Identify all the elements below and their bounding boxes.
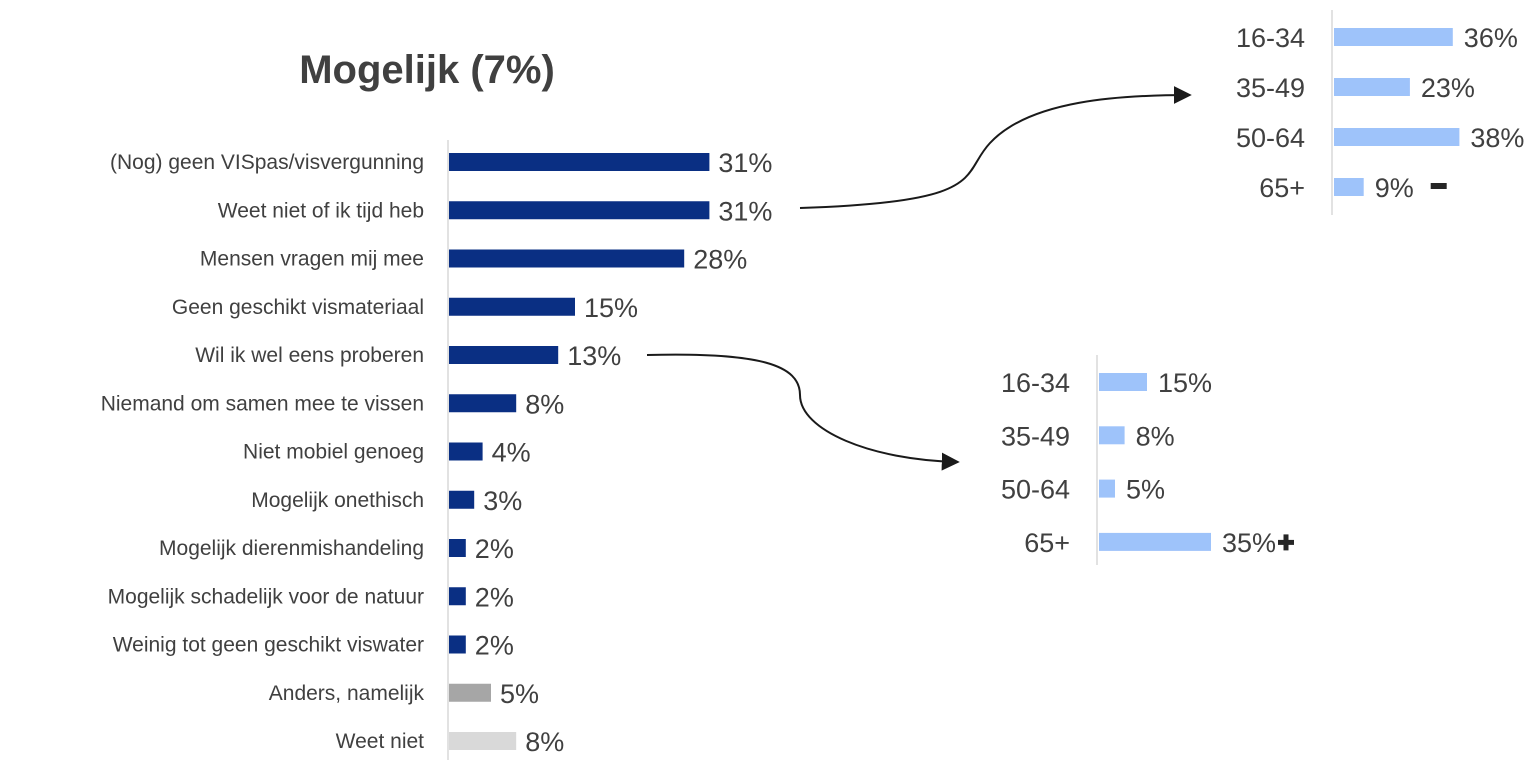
age-value-label: 35%: [1222, 528, 1276, 558]
bar: [449, 297, 575, 316]
bar: [449, 346, 559, 364]
value-label: 3%: [483, 486, 522, 516]
category-label: Mensen vragen mij mee: [200, 248, 424, 271]
value-label: 2%: [475, 582, 514, 612]
value-label: 8%: [525, 389, 564, 419]
age-bar: [1334, 128, 1460, 146]
age-group-label: 16-34: [1001, 368, 1070, 398]
bar: [449, 683, 491, 702]
age-group-label: 50-64: [1236, 123, 1305, 153]
value-label: 8%: [525, 727, 564, 757]
bar: [449, 732, 517, 750]
chart-title: Mogelijk (7%): [299, 48, 555, 92]
age-value-label: 15%: [1158, 368, 1212, 398]
bar: [449, 201, 710, 220]
age-bar: [1099, 426, 1125, 445]
bar: [449, 249, 685, 268]
age-bar: [1334, 178, 1364, 196]
category-label: Geen geschikt vismateriaal: [172, 296, 424, 319]
category-label: Weet niet: [336, 730, 424, 753]
connector-arrow-try: [646, 353, 960, 471]
age-group-label: 35-49: [1001, 421, 1070, 451]
significance-minus-icon: [1430, 183, 1447, 189]
age-value-label: 5%: [1126, 475, 1165, 505]
age-value-label: 23%: [1421, 73, 1475, 103]
bar: [449, 490, 475, 509]
value-label: 31%: [718, 148, 772, 178]
category-label: Weinig tot geen geschikt viswater: [113, 634, 424, 657]
age-group-label: 35-49: [1236, 73, 1305, 103]
category-label: (Nog) geen VISpas/visvergunning: [110, 151, 424, 174]
bar: [449, 442, 483, 461]
age-bar: [1099, 373, 1147, 391]
connector-arrow-time: [799, 86, 1192, 209]
significance-plus-icon: [1278, 534, 1294, 551]
age-bar: [1334, 28, 1453, 46]
age-bar: [1099, 479, 1115, 498]
age-group-label: 65+: [1259, 173, 1305, 203]
bar: [449, 394, 517, 413]
value-label: 2%: [475, 534, 514, 564]
category-label: Anders, namelijk: [269, 682, 425, 705]
age-value-label: 9%: [1375, 173, 1414, 203]
main-bar-chart: (Nog) geen VISpas/visvergunning 31% Weet n…: [101, 140, 772, 760]
age-value-label: 8%: [1136, 421, 1175, 451]
value-label: 28%: [693, 245, 747, 275]
bar: [449, 539, 466, 557]
age-breakdown-chart-time: 16-34 36% 35-49 23% 50-64 38% 65+ 9%: [1236, 10, 1524, 215]
category-label: Mogelijk schadelijk voor de natuur: [108, 585, 424, 608]
category-label: Niet mobiel genoeg: [243, 441, 424, 464]
bar: [449, 153, 710, 171]
category-label: Mogelijk dierenmishandeling: [159, 537, 424, 560]
value-label: 15%: [584, 293, 638, 323]
value-label: 13%: [567, 341, 621, 371]
age-bar: [1099, 532, 1211, 551]
value-label: 5%: [500, 679, 539, 709]
age-value-label: 38%: [1470, 123, 1524, 153]
age-group-label: 16-34: [1236, 23, 1305, 53]
bar: [449, 587, 466, 606]
age-group-label: 50-64: [1001, 475, 1070, 505]
category-label: Niemand om samen mee te vissen: [101, 392, 424, 415]
category-label: Wil ik wel eens proberen: [195, 344, 424, 367]
value-label: 2%: [475, 631, 514, 661]
value-label: 31%: [718, 196, 772, 226]
bar: [449, 635, 466, 654]
age-value-label: 36%: [1464, 23, 1518, 53]
age-bar: [1334, 78, 1410, 96]
age-breakdown-chart-try: 16-34 15% 35-49 8% 50-64 5% 65+ 35%: [1001, 355, 1294, 565]
value-label: 4%: [492, 438, 531, 468]
category-label: Mogelijk onethisch: [251, 489, 424, 512]
age-group-label: 65+: [1024, 528, 1070, 558]
category-label: Weet niet of ik tijd heb: [218, 199, 424, 222]
